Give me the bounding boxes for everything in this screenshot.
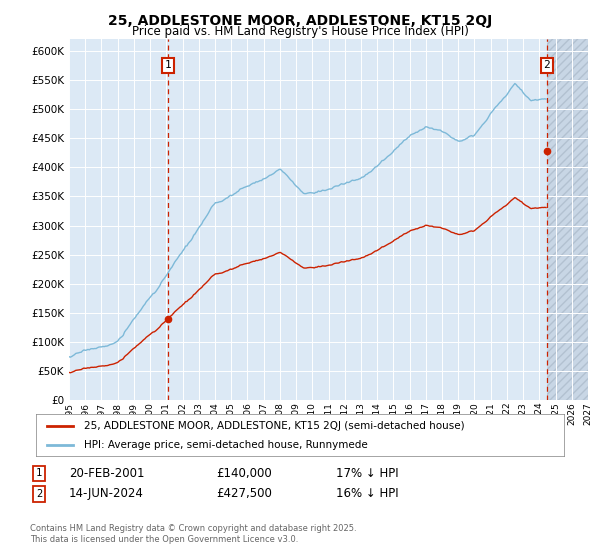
Text: 14-JUN-2024: 14-JUN-2024 (69, 487, 144, 501)
Text: Price paid vs. HM Land Registry's House Price Index (HPI): Price paid vs. HM Land Registry's House … (131, 25, 469, 38)
Text: HPI: Average price, semi-detached house, Runnymede: HPI: Average price, semi-detached house,… (83, 440, 367, 450)
Text: 17% ↓ HPI: 17% ↓ HPI (336, 466, 398, 480)
Bar (547, 39, 588, 400)
Text: £140,000: £140,000 (216, 466, 272, 480)
Text: 25, ADDLESTONE MOOR, ADDLESTONE, KT15 2QJ: 25, ADDLESTONE MOOR, ADDLESTONE, KT15 2Q… (108, 14, 492, 28)
Text: 20-FEB-2001: 20-FEB-2001 (69, 466, 145, 480)
Text: 2: 2 (36, 489, 42, 499)
Text: £427,500: £427,500 (216, 487, 272, 501)
Text: 1: 1 (36, 468, 42, 478)
Text: Contains HM Land Registry data © Crown copyright and database right 2025.
This d: Contains HM Land Registry data © Crown c… (30, 524, 356, 544)
Text: 2: 2 (544, 60, 550, 71)
Text: 25, ADDLESTONE MOOR, ADDLESTONE, KT15 2QJ (semi-detached house): 25, ADDLESTONE MOOR, ADDLESTONE, KT15 2Q… (83, 421, 464, 431)
Text: 1: 1 (165, 60, 172, 71)
Text: 16% ↓ HPI: 16% ↓ HPI (336, 487, 398, 501)
